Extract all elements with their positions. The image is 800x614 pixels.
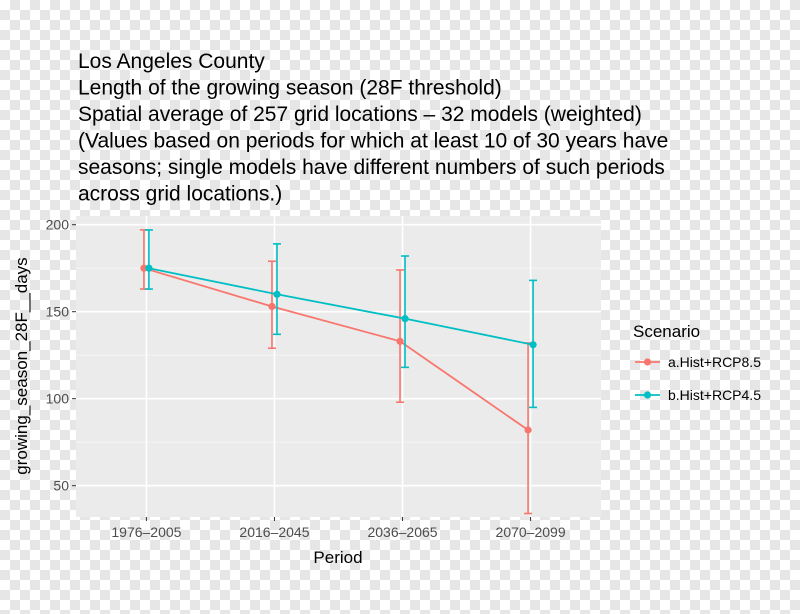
series-layer [139,229,538,515]
y-axis-title: growing_season_28F__days [12,257,31,474]
x-tick-label: 2036–2065 [367,524,437,540]
x-axis-title: Period [313,548,362,567]
error-bar [396,269,405,403]
y-tick-label: 100 [46,391,70,407]
data-point [401,315,409,323]
legend-item: b.Hist+RCP4.5 [635,387,761,403]
data-point [529,341,537,349]
x-axis: 1976–2005 2016–2045 2036–2065 2070–2099 [111,517,566,540]
legend-label: a.Hist+RCP8.5 [668,354,761,370]
series-1 [139,229,533,515]
chart-title: Los Angeles County Length of the growing … [78,50,668,206]
title-line: across grid locations.) [78,183,282,206]
data-point [396,337,404,345]
plot-panel [76,216,601,517]
data-point [273,290,281,298]
title-line: Spatial average of 257 grid locations – … [78,103,642,126]
series-line [148,267,534,346]
y-tick-label: 200 [46,217,70,233]
error-bar [401,255,410,369]
data-point [268,302,276,311]
grid-lines [76,216,601,517]
series-2 [144,229,538,409]
title-line: Length of the growing season (28F thresh… [78,77,502,100]
data-point [140,264,148,272]
title-line: (Values based on periods for which at le… [78,130,668,153]
data-point [145,264,153,272]
legend-item: a.Hist+RCP8.5 [635,354,761,370]
x-tick-label: 2016–2045 [239,524,309,540]
legend-key-point [643,391,652,399]
error-bar [272,243,281,336]
legend-key-point [643,358,652,366]
legend-label: b.Hist+RCP4.5 [668,387,761,403]
series-line [143,267,529,431]
y-axis: 50 100 150 200 [46,217,76,494]
error-bar [144,229,153,290]
legend: Scenario a.Hist+RCP8.5 b.Hist+RCP4.5 [633,322,761,403]
legend-title: Scenario [633,322,700,341]
data-point [524,426,532,434]
x-tick-label: 1976–2005 [111,524,181,540]
y-tick-label: 150 [46,304,70,320]
y-tick-label: 50 [53,478,69,494]
title-line: Los Angeles County [78,50,265,73]
x-tick-label: 2070–2099 [496,524,566,540]
title-line: seasons; single models have different nu… [78,156,665,179]
